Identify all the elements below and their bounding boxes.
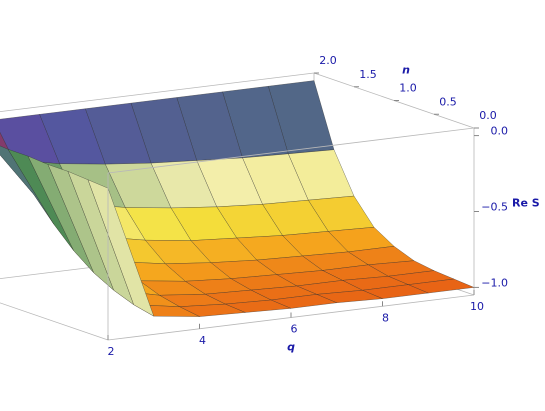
y-tick-label: 1.5 xyxy=(359,68,377,81)
y-tick-label: 0.0 xyxy=(479,109,497,122)
x-tick-label: 2 xyxy=(108,345,115,358)
z-tick-label: −0.5 xyxy=(481,201,508,214)
surface-patch xyxy=(87,179,155,317)
x-tick-label: 6 xyxy=(291,323,298,336)
y-tick-label: 1.0 xyxy=(399,82,417,95)
x-tick-label: 10 xyxy=(470,300,484,313)
y-axis-label: n xyxy=(402,64,410,77)
z-tick-label: −1.0 xyxy=(481,276,508,289)
box-edge xyxy=(0,302,109,341)
x-tick-label: 8 xyxy=(382,311,389,324)
x-tick-label: 4 xyxy=(199,334,206,347)
box-edge xyxy=(0,72,315,113)
x-axis-label: q xyxy=(287,341,295,354)
box-edge xyxy=(107,127,475,174)
y-tick-label: 0.5 xyxy=(439,95,457,108)
z-tick-label: 0.0 xyxy=(491,125,509,138)
y-tick-label: 2.0 xyxy=(319,54,337,67)
z-axis-label: Re S xyxy=(512,197,540,210)
